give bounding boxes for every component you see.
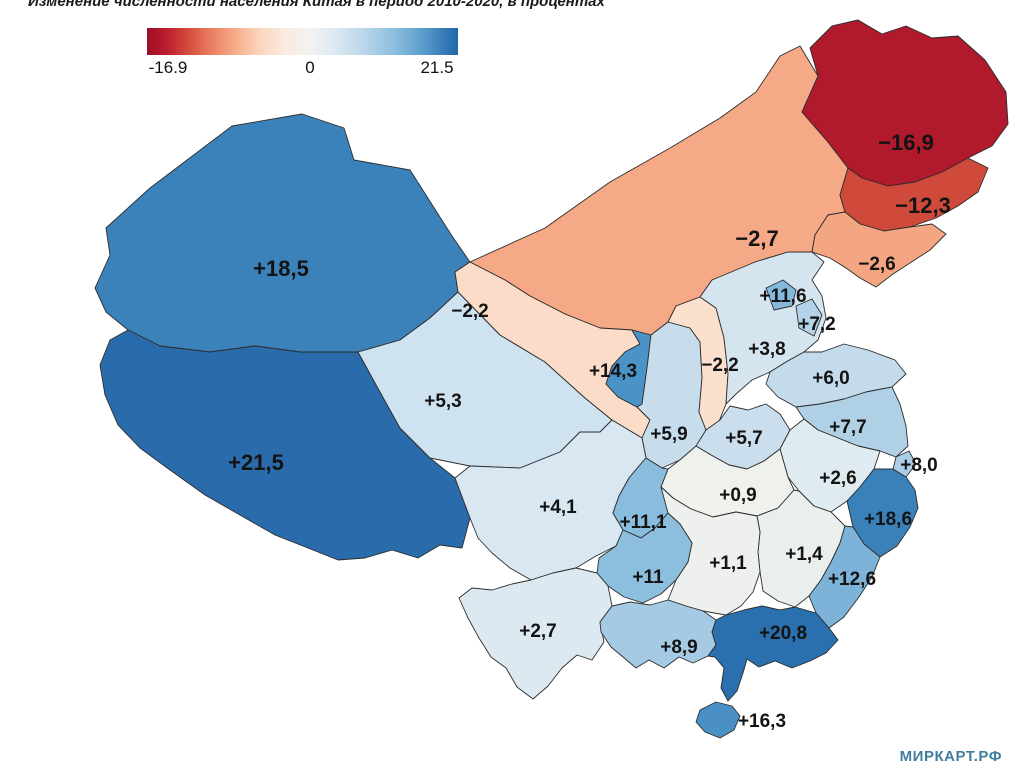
province-shanghai <box>892 450 917 478</box>
page-title: Изменение численности населения Китая в … <box>28 0 605 10</box>
province-guangxi <box>599 599 717 669</box>
province-anhui-label: +2,6 <box>819 468 857 489</box>
province-tianjin-label: +7,2 <box>798 314 836 335</box>
province-tianjin <box>795 298 823 337</box>
province-guangxi-label: +8,9 <box>660 637 698 658</box>
province-shandong-label: +6,0 <box>812 368 850 389</box>
province-guangdong-label: +20,8 <box>759 623 807 644</box>
province-tibet-label: +21,5 <box>228 450 284 475</box>
legend-max-label: 21.5 <box>420 58 454 77</box>
province-shanghai-label: +8,0 <box>900 455 938 476</box>
province-heilongjiang-label: −16,9 <box>878 130 934 155</box>
province-hainan <box>695 701 741 739</box>
province-xinjiang-label: +18,5 <box>253 256 309 281</box>
legend-ticks: -16.9 0 21.5 <box>147 55 458 79</box>
province-hebei-label: +3,8 <box>748 339 786 360</box>
province-qinghai-label: +5,3 <box>424 391 462 412</box>
province-zhejiang-label: +18,6 <box>864 509 912 530</box>
province-xinjiang <box>94 113 471 353</box>
province-chongqing-label: +11,1 <box>619 512 666 533</box>
watermark: МИРКАРТ.РФ <box>899 748 1002 765</box>
province-henan-label: +5,7 <box>725 428 763 449</box>
province-sichuan-label: +4,1 <box>539 497 577 518</box>
province-beijing-label: +11,6 <box>759 286 806 307</box>
province-fujian <box>808 525 881 629</box>
province-shandong <box>765 343 907 408</box>
province-guizhou-label: +11 <box>632 567 664 588</box>
province-beijing <box>765 279 797 311</box>
province-fujian-label: +12,6 <box>828 569 876 590</box>
province-hunan-label: +1,1 <box>709 553 747 574</box>
province-liaoning-label: −2,6 <box>858 254 896 275</box>
legend-min-label: -16.9 <box>148 58 188 77</box>
province-guangdong <box>707 605 839 702</box>
legend-zero-label: 0 <box>305 58 315 77</box>
province-hainan-label: +16,3 <box>738 711 786 732</box>
province-ningxia-label: +14,3 <box>589 361 637 382</box>
province-jiangsu-label: +7,7 <box>829 417 867 438</box>
province-yunnan-label: +2,7 <box>519 621 557 642</box>
province-shaanxi-label: +5,9 <box>650 424 688 445</box>
province-jiangxi-label: +1,4 <box>785 544 823 565</box>
province-shanxi-label: −2,2 <box>701 355 739 376</box>
legend-gradient-bar <box>147 28 458 55</box>
province-liaoning <box>811 211 947 288</box>
province-hubei-label: +0,9 <box>719 485 757 506</box>
color-legend: -16.9 0 21.5 <box>147 28 458 79</box>
province-jilin-label: −12,3 <box>895 193 951 218</box>
province-gansu-label: −2,2 <box>451 301 489 322</box>
province-inner-mongolia-label: −2,7 <box>735 226 778 251</box>
province-yunnan <box>458 567 613 700</box>
